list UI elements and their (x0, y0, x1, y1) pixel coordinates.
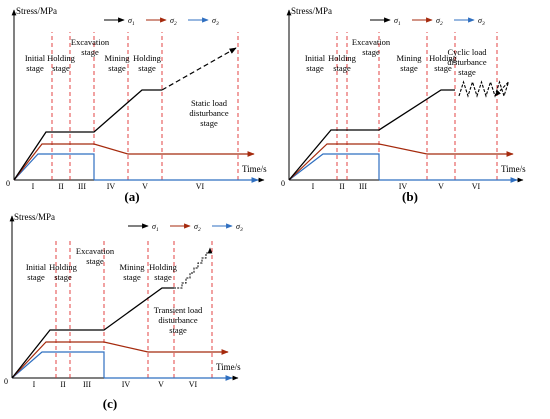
cyclic-load-wave (458, 80, 510, 98)
legend-sigma-3: σ3 (212, 16, 219, 27)
stage-excavation-line1: Excavation (352, 37, 391, 47)
origin-label: 0 (6, 179, 10, 188)
stage-holding-2-line2: stage (138, 63, 156, 73)
sigma3-path (11, 351, 105, 379)
disturbance-label: Cyclic load (448, 47, 488, 57)
sigma1-path (13, 89, 162, 181)
stage-numeral: II (339, 182, 345, 191)
disturbance-label: disturbance (189, 108, 228, 118)
stage-numeral: V (142, 182, 148, 191)
stage-excavation-line2: stage (81, 47, 99, 57)
y-axis-label: Stress/MPa (291, 6, 332, 16)
legend-sigma-1: σ1 (394, 16, 401, 27)
legend-sigma-2: σ2 (436, 16, 443, 27)
stage-numeral: II (60, 380, 66, 389)
stage-initial-line2: stage (27, 272, 45, 282)
stage-numeral: III (83, 380, 91, 389)
panel-caption: (a) (124, 189, 139, 204)
stage-excavation-line1: Excavation (76, 246, 115, 256)
stage-mining-line1: Mining (119, 262, 145, 272)
sigma3-path (13, 153, 95, 181)
stage-initial-line2: stage (26, 63, 44, 73)
stage-numeral: III (359, 182, 367, 191)
stage-holding-2-line1: Holding (149, 262, 178, 272)
stage-mining-line2: stage (400, 63, 418, 73)
stage-holding-2-line2: stage (154, 272, 172, 282)
stage-holding-line1: Holding (328, 53, 357, 63)
stage-initial-line1: Initial (305, 53, 326, 63)
stage-numeral: I (312, 182, 315, 191)
disturbance-label: disturbance (447, 57, 486, 67)
x-axis-label: Time/s (501, 164, 526, 174)
stage-numeral: IV (107, 182, 116, 191)
y-axis-label: Stress/MPa (16, 6, 57, 16)
origin-label: 0 (281, 179, 285, 188)
disturbance-label: stage (458, 67, 476, 77)
stage-initial-line2: stage (306, 63, 324, 73)
stage-holding-line1: Holding (47, 53, 76, 63)
stage-initial-line1: Initial (26, 262, 47, 272)
stage-holding-line2: stage (52, 63, 70, 73)
stage-numeral: V (438, 182, 444, 191)
stage-mining-line2: stage (123, 272, 141, 282)
stage-initial-line1: Initial (25, 53, 46, 63)
legend-sigma-3: σ3 (236, 222, 243, 233)
stage-numeral: IV (399, 182, 408, 191)
legend-sigma-1: σ1 (128, 16, 135, 27)
stage-excavation-line2: stage (362, 47, 380, 57)
origin-label: 0 (4, 377, 8, 386)
stage-numeral: IV (122, 380, 131, 389)
sigma1-path (288, 89, 455, 181)
stage-numeral: II (58, 182, 64, 191)
panel-caption: (b) (402, 189, 418, 204)
legend-sigma-3: σ3 (478, 16, 485, 27)
sigma2-path (13, 143, 129, 181)
legend-sigma-1: σ1 (152, 222, 159, 233)
y-axis-label: Stress/MPa (14, 212, 55, 222)
x-axis-label: Time/s (242, 164, 267, 174)
static-load-dash (161, 47, 237, 91)
disturbance-label: Transient load (154, 305, 203, 315)
stage-numeral: V (158, 380, 164, 389)
stage-numeral: VI (196, 182, 205, 191)
legend-sigma-2: σ2 (170, 16, 177, 27)
stage-excavation-line2: stage (86, 256, 104, 266)
sigma1-path (11, 287, 174, 379)
disturbance-label: disturbance (158, 315, 197, 325)
stage-holding-line2: stage (333, 63, 351, 73)
legend-sigma-2: σ2 (194, 222, 201, 233)
disturbance-label: Static load (191, 98, 228, 108)
stage-numeral: VI (189, 380, 198, 389)
x-axis-label: Time/s (216, 362, 241, 372)
stage-holding-2-line2: stage (434, 63, 452, 73)
disturbance-label: stage (200, 118, 218, 128)
transient-load-steps (174, 247, 213, 289)
stage-holding-line1: Holding (49, 262, 78, 272)
stage-holding-2-line1: Holding (133, 53, 162, 63)
stage-numeral: III (78, 182, 86, 191)
stage-excavation-line1: Excavation (71, 37, 110, 47)
panel-caption: (c) (103, 396, 117, 411)
stage-numeral: VI (472, 182, 481, 191)
stage-mining-line1: Mining (396, 53, 422, 63)
stage-holding-2-line1: Holding (429, 53, 458, 63)
stage-numeral: I (32, 182, 35, 191)
stage-holding-line2: stage (54, 272, 72, 282)
sigma3-path (288, 153, 380, 181)
stage-numeral: I (33, 380, 36, 389)
sigma2-path (11, 341, 149, 379)
stage-mining-line2: stage (108, 63, 126, 73)
stage-mining-line1: Mining (104, 53, 130, 63)
disturbance-label: stage (169, 325, 187, 335)
sigma2-path (288, 143, 428, 181)
